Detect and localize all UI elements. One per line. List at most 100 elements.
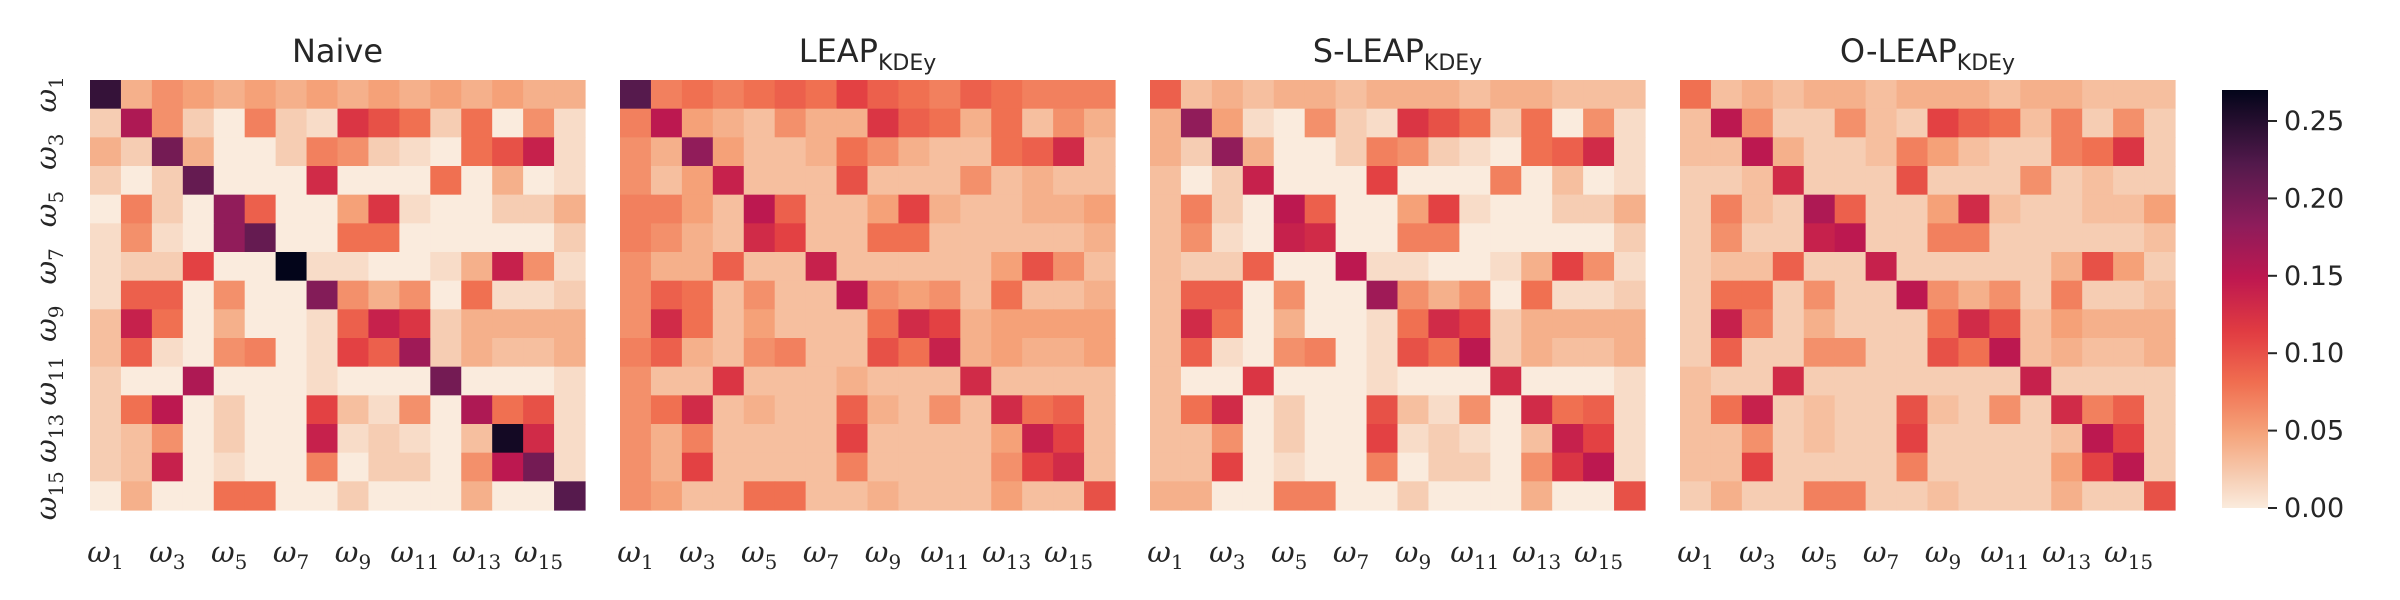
heatmap-cell xyxy=(306,80,339,110)
heatmap-cell xyxy=(151,80,184,110)
heatmap-cell xyxy=(1834,481,1867,511)
y-tick-label: ω15 xyxy=(29,471,68,520)
heatmap-cell xyxy=(1273,223,1306,253)
heatmap-cell xyxy=(213,366,246,396)
heatmap-cell xyxy=(1896,424,1929,454)
heatmap-cell xyxy=(1084,481,1116,511)
heatmap-cell xyxy=(306,481,339,511)
heatmap-cell xyxy=(1583,194,1615,224)
heatmap-cell xyxy=(1211,424,1244,454)
heatmap-cell xyxy=(1022,137,1054,167)
heatmap-cell xyxy=(368,309,400,339)
heatmap-cell xyxy=(774,366,807,396)
heatmap-cell xyxy=(1552,108,1584,138)
heatmap-cell xyxy=(867,80,900,110)
tick-label-subscript: 11 xyxy=(944,550,969,574)
heatmap-cell xyxy=(1772,80,1805,110)
heatmap-cell xyxy=(2113,481,2145,511)
tick-label-subscript: 3 xyxy=(1763,550,1776,574)
heatmap-cell xyxy=(2051,481,2083,511)
heatmap-cell xyxy=(461,137,493,167)
heatmap-cell xyxy=(1896,395,1929,425)
tick-label-subscript: 5 xyxy=(1825,550,1838,574)
heatmap-cell xyxy=(430,481,462,511)
tick-label-subscript: 11 xyxy=(1474,550,1499,574)
heatmap-cell xyxy=(1022,108,1054,138)
heatmap-cell xyxy=(430,137,462,167)
heatmap-cell xyxy=(1335,166,1368,196)
heatmap-cell xyxy=(306,252,339,282)
heatmap-cell xyxy=(2113,252,2145,282)
heatmap-cell xyxy=(1958,481,1990,511)
heatmap-cell xyxy=(1772,194,1805,224)
heatmap-cell xyxy=(1053,424,1085,454)
heatmap-cell xyxy=(774,481,807,511)
x-tick-label: ω3 xyxy=(1209,535,1245,574)
heatmap-cell xyxy=(368,280,400,310)
heatmap-cell xyxy=(1989,309,2021,339)
heatmap-cell xyxy=(1803,366,1836,396)
heatmap-cell xyxy=(1459,481,1491,511)
tick-label-base: ω xyxy=(2042,535,2066,569)
colorbar-tick-label: 0.10 xyxy=(2284,338,2344,369)
heatmap-cell xyxy=(681,452,714,482)
heatmap-cell xyxy=(1211,166,1244,196)
tick-label-subscript: 3 xyxy=(173,550,186,574)
heatmap-cell xyxy=(1521,166,1553,196)
heatmap-cell xyxy=(244,252,277,282)
heatmap-cell xyxy=(1053,366,1085,396)
colorbar-tick-label: 0.15 xyxy=(2284,261,2344,292)
heatmap-cell xyxy=(2020,252,2052,282)
heatmap-cell xyxy=(213,481,246,511)
heatmap-cell xyxy=(1989,166,2021,196)
heatmap-cell xyxy=(492,395,524,425)
heatmap-cell xyxy=(620,280,652,310)
heatmap-cell xyxy=(1865,166,1898,196)
tick-label-base: ω xyxy=(920,535,944,569)
heatmap-cell xyxy=(681,280,714,310)
heatmap-cell xyxy=(1989,452,2021,482)
heatmap-cell xyxy=(151,166,184,196)
x-tick-label: ω7 xyxy=(273,535,309,574)
heatmap-cell xyxy=(805,424,838,454)
heatmap-cell xyxy=(213,252,246,282)
heatmap-cell xyxy=(650,452,683,482)
heatmap-cell xyxy=(1583,452,1615,482)
heatmap-cell xyxy=(1304,424,1337,454)
heatmap-cell xyxy=(1490,481,1522,511)
heatmap-cell xyxy=(1927,481,1960,511)
heatmap-cell xyxy=(554,108,586,138)
heatmap-cell xyxy=(1772,223,1805,253)
heatmap-cell xyxy=(774,280,807,310)
heatmap-cell xyxy=(1583,338,1615,368)
heatmap-cell xyxy=(275,366,308,396)
heatmap-cell xyxy=(90,366,122,396)
panel-title-main: Naive xyxy=(292,32,383,70)
heatmap-cell xyxy=(337,166,370,196)
heatmap-cell xyxy=(960,137,992,167)
heatmap-cell xyxy=(960,166,992,196)
heatmap-cell xyxy=(554,481,586,511)
heatmap-cell xyxy=(1989,366,2021,396)
heatmap-cell xyxy=(960,108,992,138)
heatmap-cell xyxy=(120,309,153,339)
heatmap-cell xyxy=(1710,80,1743,110)
heatmap-cell xyxy=(1989,223,2021,253)
heatmap-cell xyxy=(1927,108,1960,138)
heatmap-cell xyxy=(1583,395,1615,425)
heatmap-cell xyxy=(1428,252,1460,282)
heatmap-cell xyxy=(1459,452,1491,482)
heatmap-cell xyxy=(867,338,900,368)
y-tick-label: ω1 xyxy=(29,76,68,112)
heatmap-cell xyxy=(1397,108,1430,138)
heatmap-cell xyxy=(492,194,524,224)
heatmap-cell xyxy=(492,452,524,482)
heatmap-cell xyxy=(2020,108,2052,138)
heatmap-cell xyxy=(368,424,400,454)
tick-label-subscript: 15 xyxy=(44,471,68,496)
heatmap-cell xyxy=(1927,424,1960,454)
heatmap-cell xyxy=(1710,481,1743,511)
heatmap-cell xyxy=(182,166,215,196)
heatmap-cell xyxy=(2144,395,2176,425)
x-tick-label: ω9 xyxy=(335,535,371,574)
